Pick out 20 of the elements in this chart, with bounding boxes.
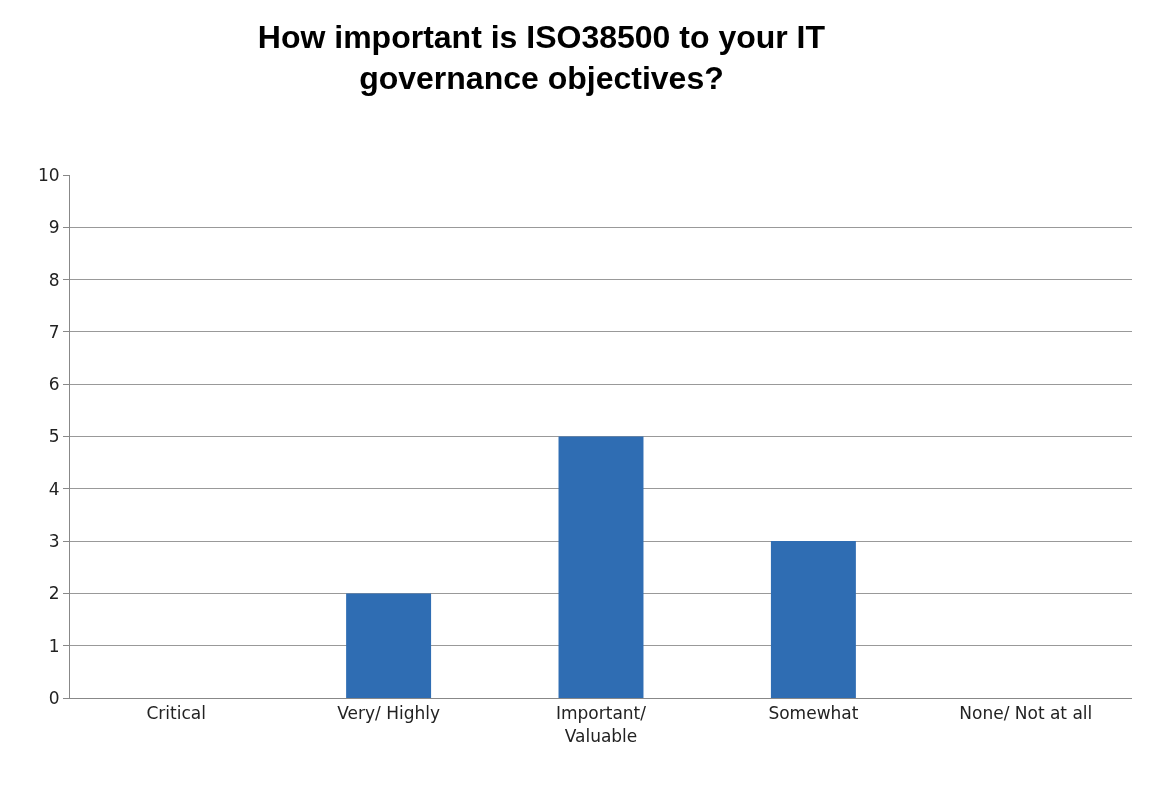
chart-title: How important is ISO38500 to your IT governance objectives? — [257, 18, 826, 97]
y-tick-label: 3 — [48, 531, 60, 552]
x-tick-label: Critical — [146, 703, 206, 724]
x-tick-label: Somewhat — [768, 703, 859, 724]
y-tick-label: 8 — [48, 269, 60, 290]
y-tick-label: 1 — [48, 635, 60, 656]
y-tick-label: 10 — [37, 164, 60, 185]
y-tick-label: 2 — [48, 583, 60, 604]
y-tick-label: 5 — [48, 426, 60, 447]
x-tick-label: None/ Not at all — [959, 703, 1093, 724]
bar — [770, 541, 856, 698]
y-tick-label: 4 — [48, 478, 60, 499]
y-tick-label: 6 — [48, 374, 60, 395]
x-tick-label: Important/ Valuable — [555, 703, 647, 746]
y-tick-label: 0 — [48, 687, 60, 708]
bar — [346, 593, 432, 698]
bar — [558, 436, 644, 698]
y-tick-label: 7 — [48, 321, 60, 342]
x-tick-label: Very/ Highly — [337, 703, 441, 724]
y-tick-label: 9 — [48, 217, 60, 238]
